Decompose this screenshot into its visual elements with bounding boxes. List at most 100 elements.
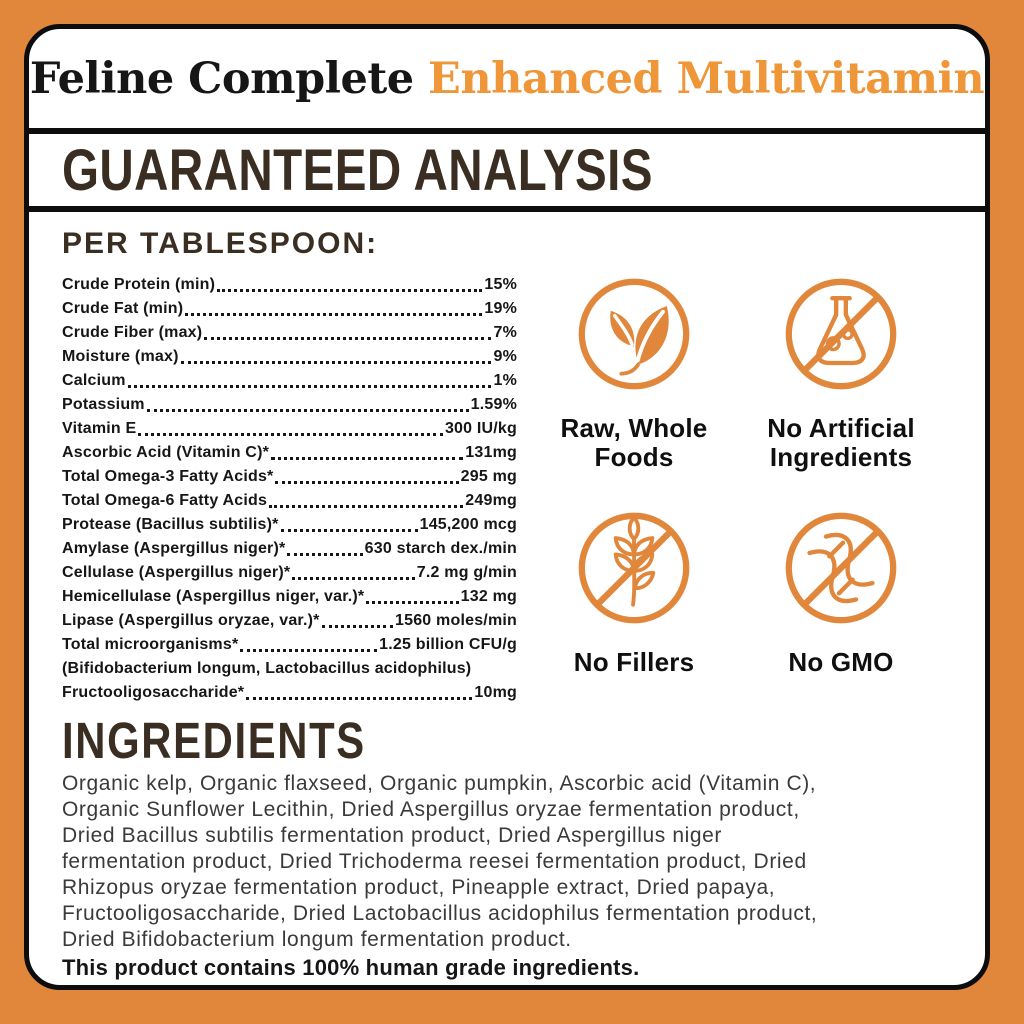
dot-leader [269,505,464,508]
analysis-row: Lipase (Aspergillus oryzae, var.)* 1560 m… [62,608,517,632]
dot-leader [246,697,473,700]
guaranteed-analysis-heading: GUARANTEED ANALYSIS [62,137,653,203]
analysis-name: Total microorganisms* [62,636,239,653]
analysis-row: Calcium 1% [62,368,517,392]
analysis-row: Cellulase (Aspergillus niger)* 7.2 mg g/m… [62,560,517,584]
analysis-table: Crude Protein (min) 15% Crude Fat (min) 19… [62,272,517,704]
analysis-row: Crude Fiber (max) 7% [62,320,517,344]
analysis-name: Vitamin E [62,420,137,437]
analysis-value: 630 starch dex./min [364,540,517,557]
analysis-row: Ascorbic Acid (Vitamin C)* 131mg [62,440,517,464]
ingredients-line: Organic Sunflower Lecithin, Dried Asperg… [62,798,800,821]
analysis-value: 132 mg [460,588,517,605]
analysis-value: 249mg [465,492,517,509]
analysis-row: Fructooligosaccharide* 10mg [62,680,517,704]
analysis-name: Hemicellulase (Aspergillus niger, var.)* [62,588,365,605]
product-title-accent: Enhanced Multivitamin [428,53,985,104]
ingredients-line: Rhizopus oryzae fermentation product, Pi… [62,876,776,899]
analysis-value: 7.2 mg g/min [416,564,517,581]
analysis-value: 10mg [474,684,517,701]
ingredients-line: Organic kelp, Organic flaxseed, Organic … [62,772,817,795]
badge-label: Raw, Whole Foods [560,413,708,473]
ingredients-line: Dried Bifidobacterium longum fermentatio… [62,928,572,951]
analysis-value: 19% [484,300,517,317]
analysis-row: Hemicellulase (Aspergillus niger, var.)*… [62,584,517,608]
analysis-value: 15% [484,276,517,293]
analysis-row: Total Omega-3 Fatty Acids* 295 mg [62,464,517,488]
product-title: Feline Complete Enhanced Multivitamin [29,53,985,104]
analysis-name: (Bifidobacterium longum, Lactobacillus a… [62,660,472,677]
dot-leader [180,361,492,364]
analysis-value: 300 IU/kg [444,420,517,437]
dot-leader [204,337,492,340]
analysis-name: Potassium [62,396,145,413]
ingredients-line: Dried Bacillus subtilis fermentation pro… [62,824,723,847]
dot-leader [287,553,363,556]
analysis-row: Protease (Bacillus subtilis)* 145,200 mcg [62,512,517,536]
title-band: Feline Complete Enhanced Multivitamin [29,29,985,134]
ingredients-line: Fructooligosaccharide, Dried Lactobacill… [62,902,818,925]
analysis-row: Crude Protein (min) 15% [62,272,517,296]
analysis-name: Cellulase (Aspergillus niger)* [62,564,291,581]
human-grade-note: This product contains 100% human grade i… [62,955,640,980]
badge-raw-whole-foods: Raw, Whole Foods [529,276,739,473]
badge-label: No GMO [788,647,894,677]
dot-leader [321,625,394,628]
analysis-name: Amylase (Aspergillus niger)* [62,540,286,557]
analysis-value: 7% [493,324,517,341]
analysis-value: 1% [493,372,517,389]
dot-leader [138,433,443,436]
analysis-row: Crude Fat (min) 19% [62,296,517,320]
analysis-name: Total Omega-3 Fatty Acids* [62,468,274,485]
no-artificial-flask-icon [785,278,897,390]
analysis-name: Crude Protein (min) [62,276,216,293]
analysis-value: 131mg [465,444,517,461]
dot-leader [217,289,483,292]
per-tablespoon-heading: PER TABLESPOON: [62,227,379,260]
analysis-name: Protease (Bacillus subtilis)* [62,516,279,533]
analysis-name: Total Omega-6 Fatty Acids [62,492,268,509]
analysis-name: Calcium [62,372,126,389]
analysis-value: 1.59% [470,396,517,413]
analysis-row: Total microorganisms* 1.25 billion CFU/g [62,632,517,656]
badge-no-artificial-ingredients: No Artificial Ingredients [736,276,946,473]
guaranteed-analysis-band: GUARANTEED ANALYSIS [29,134,985,212]
analysis-value: 1560 moles/min [395,612,517,629]
label-card: Feline Complete Enhanced Multivitamin GU… [24,24,990,990]
analysis-row: Amylase (Aspergillus niger)* 630 starch d… [62,536,517,560]
no-wheat-icon [578,512,690,624]
analysis-name: Moisture (max) [62,348,179,365]
analysis-row: Moisture (max) 9% [62,344,517,368]
analysis-row: Vitamin E 300 IU/kg [62,416,517,440]
ingredients-text: Organic kelp, Organic flaxseed, Organic … [62,771,972,953]
badge-no-gmo: No GMO [736,510,946,677]
ingredients-heading: INGREDIENTS [62,712,366,769]
badge-label: No Fillers [573,647,695,677]
analysis-row: (Bifidobacterium longum, Lactobacillus a… [62,656,517,680]
analysis-value: 9% [493,348,517,365]
analysis-name: Crude Fat (min) [62,300,184,317]
dot-leader [240,649,378,652]
analysis-row: Total Omega-6 Fatty Acids 249mg [62,488,517,512]
dot-leader [280,529,418,532]
analysis-row: Potassium 1.59% [62,392,517,416]
leaves-icon [578,278,690,390]
analysis-name: Ascorbic Acid (Vitamin C)* [62,444,270,461]
badge-no-fillers: No Fillers [529,510,739,677]
dot-leader [127,385,492,388]
dot-leader [146,409,469,412]
analysis-value: 1.25 billion CFU/g [379,636,517,653]
dot-leader [366,601,459,604]
analysis-name: Lipase (Aspergillus oryzae, var.)* [62,612,320,629]
product-title-prefix: Feline Complete [29,53,429,104]
analysis-value: 145,200 mcg [419,516,517,533]
ingredients-line: fermentation product, Dried Trichoderma … [62,850,807,873]
analysis-value: 295 mg [460,468,517,485]
dot-leader [185,313,483,316]
dot-leader [271,457,464,460]
analysis-name: Crude Fiber (max) [62,324,203,341]
dot-leader [275,481,459,484]
dot-leader [292,577,415,580]
badge-label: No Artificial Ingredients [767,413,915,473]
